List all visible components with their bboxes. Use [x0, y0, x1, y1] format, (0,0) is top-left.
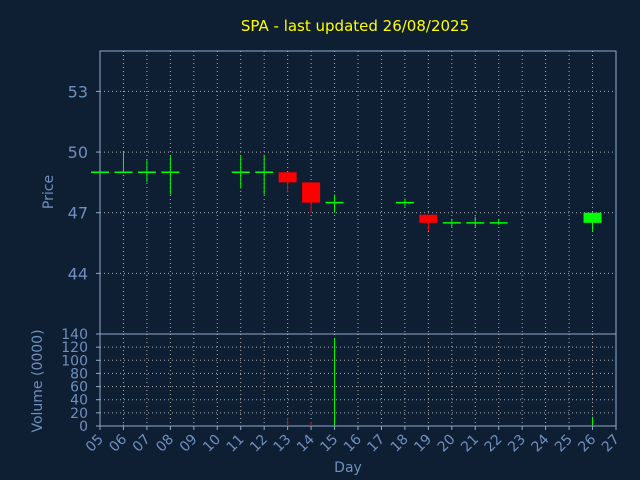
volume-tick-label: 60 — [70, 380, 88, 396]
volume-axis-label: Volume (0000) — [30, 329, 46, 432]
volume-tick-label: 100 — [61, 353, 88, 369]
x-tick-label: 22 — [482, 432, 506, 456]
x-tick-label: 19 — [411, 432, 435, 456]
x-tick-label: 16 — [341, 431, 365, 455]
volume-tick-label: 40 — [70, 393, 88, 409]
candle-body — [302, 182, 321, 203]
candle-body — [583, 212, 602, 223]
x-tick-label: 24 — [529, 431, 553, 455]
x-tick-label: 23 — [505, 432, 529, 456]
x-tick-label: 13 — [271, 432, 295, 456]
price-tick-label: 53 — [68, 82, 88, 101]
price-tick-label: 47 — [68, 204, 88, 223]
x-tick-label: 07 — [130, 432, 154, 456]
x-tick-label: 11 — [224, 432, 248, 456]
x-tick-label: 08 — [153, 432, 177, 456]
x-tick-label: 18 — [388, 432, 412, 456]
x-axis-label: Day — [334, 460, 362, 476]
candle-body — [278, 172, 297, 183]
x-tick-label: 17 — [364, 432, 388, 456]
volume-tick-label: 120 — [61, 340, 88, 356]
volume-tick-label: 140 — [61, 327, 88, 343]
price-axis-label: Price — [41, 175, 57, 209]
x-tick-label: 20 — [435, 432, 459, 456]
x-tick-label: 10 — [200, 432, 224, 456]
x-tick-label: 05 — [83, 432, 107, 456]
x-tick-label: 12 — [247, 432, 271, 456]
x-tick-label: 26 — [575, 431, 599, 455]
x-tick-label: 21 — [458, 432, 482, 456]
volume-tick-label: 80 — [70, 366, 88, 382]
price-tick-label: 50 — [68, 143, 88, 162]
x-tick-label: 15 — [317, 432, 341, 456]
chart-title: SPA - last updated 26/08/2025 — [241, 17, 469, 35]
volume-panel-frame — [99, 333, 617, 427]
volume-tick-label: 20 — [70, 406, 88, 422]
price-tick-label: 44 — [68, 264, 88, 283]
x-tick-label: 27 — [599, 432, 623, 456]
x-tick-label: 25 — [552, 432, 576, 456]
x-tick-label: 14 — [294, 431, 318, 455]
x-tick-label: 09 — [177, 432, 201, 456]
x-tick-label: 06 — [106, 431, 130, 455]
chart-plot-layer: 05 06 07 08 09 10 11 12 13 14 15 16 17 18 19 20 21 22 23 24… — [61, 50, 623, 456]
candle-body — [419, 214, 438, 223]
volume-tick-label: 0 — [79, 419, 88, 435]
